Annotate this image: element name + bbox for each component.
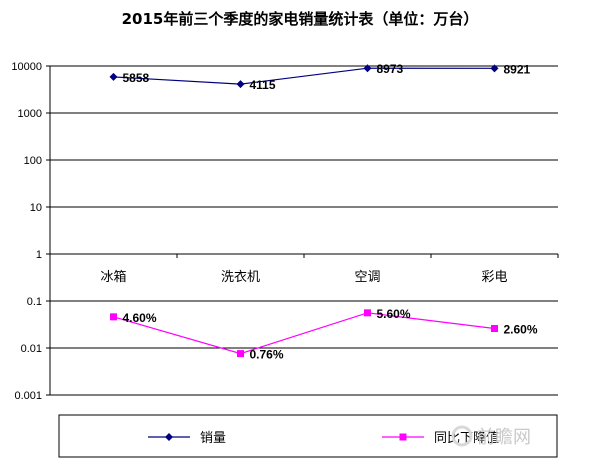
y-tick-label: 10000 (11, 61, 42, 73)
data-point (490, 64, 499, 73)
watermark-text: 前瞻网 (477, 427, 531, 448)
data-label: 4.60% (123, 311, 157, 325)
y-tick-label: 0.1 (27, 296, 42, 308)
watermark-logo-icon (451, 425, 473, 447)
data-point (110, 313, 117, 321)
data-label: 5858 (123, 71, 150, 85)
category-label: 冰箱 (100, 269, 126, 285)
data-point (364, 309, 371, 317)
data-point (109, 72, 118, 81)
data-point (491, 324, 498, 332)
data-label: 4115 (250, 78, 276, 92)
watermark: 前瞻网 (451, 425, 531, 448)
y-tick-label: 0.001 (14, 390, 42, 402)
chart-title: 2015年前三个季度的家电销量统计表（单位：万台） (122, 10, 479, 28)
legend-swatch-marker (165, 433, 173, 441)
y-tick-label: 10 (30, 202, 42, 214)
plot-area: 10000 1000 100 10 1 0.1 0.01 0.001 冰箱 洗衣机 空调 彩电 5858… (11, 61, 559, 402)
data-label: 8973 (377, 62, 404, 76)
y-tick-label: 1 (36, 249, 42, 261)
series-line (113, 67, 495, 85)
data-label: 0.76% (250, 348, 284, 362)
y-tick-label: 1000 (18, 108, 42, 120)
data-point (237, 350, 244, 358)
data-point (236, 80, 245, 89)
category-label: 空调 (354, 270, 380, 285)
legend: 销量 同比下降值 (58, 414, 558, 458)
legend-box (58, 414, 558, 458)
data-label: 5.60% (377, 307, 411, 321)
data-label: 2.60% (504, 322, 538, 336)
legend-swatch-marker (399, 433, 407, 441)
data-label: 8921 (504, 62, 531, 76)
legend-label: 销量 (200, 431, 226, 446)
legend-label: 同比下降值 (434, 430, 499, 446)
category-label: 洗衣机 (221, 269, 260, 285)
series-line (113, 312, 495, 355)
y-tick-label: 100 (24, 155, 42, 167)
y-tick-label: 0.01 (21, 343, 42, 355)
category-label: 彩电 (481, 270, 507, 285)
data-point (363, 64, 372, 73)
